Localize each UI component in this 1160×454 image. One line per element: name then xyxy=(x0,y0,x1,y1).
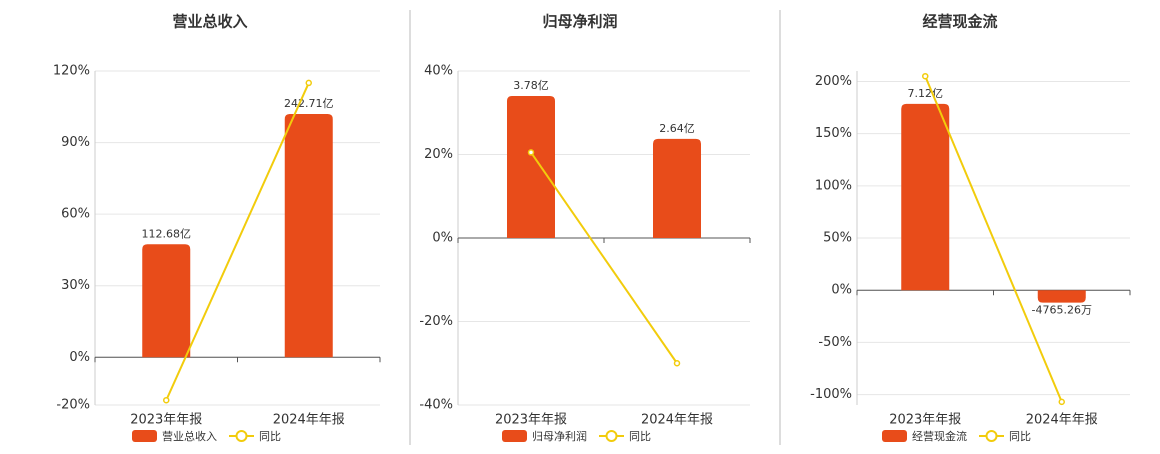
y-tick-label: 50% xyxy=(823,231,852,246)
y-tick-label: -40% xyxy=(419,398,453,413)
line xyxy=(924,75,1063,403)
y-tick-label: 40% xyxy=(424,64,453,79)
bar xyxy=(1037,290,1086,303)
chart-title: 经营现金流 xyxy=(922,13,997,31)
x-tick-label: 2024年年报 xyxy=(641,413,713,428)
y-tick-label: -20% xyxy=(419,314,453,329)
x-tick-label: 2024年年报 xyxy=(1026,413,1098,428)
legend-label: 同比 xyxy=(1009,430,1031,443)
x-tick-label: 2023年年报 xyxy=(495,413,567,428)
y-tick-label: 20% xyxy=(424,147,453,162)
legend-swatch xyxy=(235,430,248,442)
value-label: 7.12亿 xyxy=(908,87,944,100)
chart-title: 归母净利润 xyxy=(542,13,617,31)
bar xyxy=(142,244,191,358)
legend-swatch xyxy=(502,430,527,442)
y-tick-label: 120% xyxy=(53,64,90,79)
y-tick-label: -50% xyxy=(818,335,852,350)
legend-label: 归母净利润 xyxy=(532,429,587,443)
line xyxy=(165,82,310,401)
y-tick-label: 90% xyxy=(61,135,90,150)
legend-swatch xyxy=(985,430,998,442)
y-tick-label: -100% xyxy=(810,387,852,402)
bar xyxy=(653,138,701,238)
line-point xyxy=(1058,398,1065,406)
legend-label: 同比 xyxy=(259,430,281,443)
line-point xyxy=(922,72,929,80)
legend-label: 营业总收入 xyxy=(162,429,217,443)
value-label: 2.64亿 xyxy=(659,122,695,135)
line-point xyxy=(673,360,681,367)
y-tick-label: 100% xyxy=(815,178,852,193)
legend-swatch xyxy=(132,430,157,442)
legend-swatch xyxy=(882,430,907,442)
y-tick-label: 30% xyxy=(61,278,90,293)
line-point xyxy=(163,396,170,404)
y-tick-label: 60% xyxy=(61,207,90,222)
x-tick-label: 2023年年报 xyxy=(130,413,202,428)
value-label: 242.71亿 xyxy=(284,97,334,110)
legend-swatch xyxy=(605,430,618,442)
y-tick-label: -20% xyxy=(56,398,90,413)
bar xyxy=(901,103,950,291)
line-point xyxy=(527,149,535,156)
value-label: 112.68亿 xyxy=(142,227,192,240)
legend-label: 经营现金流 xyxy=(912,429,967,443)
bar xyxy=(507,96,555,238)
value-label: -4765.26万 xyxy=(1032,304,1092,317)
y-tick-label: 150% xyxy=(815,126,852,141)
chart-title: 营业总收入 xyxy=(172,13,247,31)
y-tick-label: 200% xyxy=(815,74,852,89)
value-label: 3.78亿 xyxy=(513,79,549,92)
line-point xyxy=(305,79,312,87)
line xyxy=(530,151,678,364)
legend-label: 同比 xyxy=(629,430,651,443)
y-tick-label: 0% xyxy=(432,231,453,246)
x-tick-label: 2024年年报 xyxy=(273,413,345,428)
x-tick-label: 2023年年报 xyxy=(889,413,961,428)
bar xyxy=(284,113,333,358)
y-tick-label: 0% xyxy=(831,283,852,298)
y-tick-label: 0% xyxy=(69,350,90,365)
